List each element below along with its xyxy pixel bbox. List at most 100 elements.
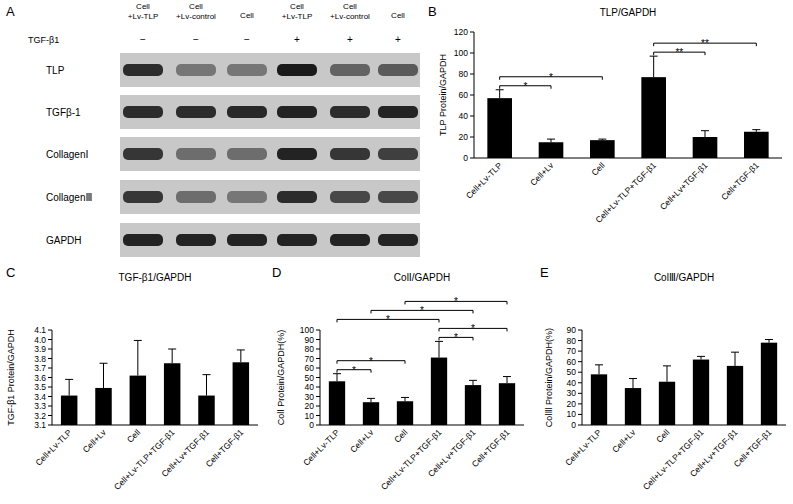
error-stem [599, 365, 600, 375]
bar-chart: BTLP/GAPDHTLP Protein/GAPDH0204060801001… [428, 4, 782, 225]
error-stem [371, 398, 372, 402]
lane-label: Cell [391, 11, 405, 20]
error-stem [240, 350, 241, 362]
y-tick [470, 116, 474, 117]
treatment-value: + [395, 34, 401, 45]
y-tick-label: 3.5 [34, 382, 46, 392]
y-tick [578, 403, 582, 404]
significance-label: * [454, 332, 458, 343]
error-bar [134, 340, 142, 375]
error-bar [765, 340, 773, 343]
band [176, 148, 216, 160]
figure: ACell+Lv-TLPCell+Lv-controlCellCell+Lv-T… [0, 0, 793, 504]
row-label: CollagenⅢ [46, 192, 92, 203]
lane-label: +Lv-TLP [282, 12, 312, 21]
error-stem [633, 379, 634, 389]
y-tick-label: 3.8 [34, 354, 46, 364]
y-tick-label: 70 [305, 354, 315, 364]
y-tick-label: 70 [567, 346, 577, 356]
y-tick [578, 361, 582, 362]
band [277, 191, 317, 203]
blot-strip [120, 53, 420, 87]
marks [329, 341, 515, 425]
error-cap [401, 397, 409, 398]
error-stem [653, 56, 654, 77]
bar [431, 358, 447, 425]
blot-panel: ACell+Lv-TLPCell+Lv-controlCellCell+Lv-T… [6, 2, 420, 257]
error-bar [598, 139, 606, 140]
lane-label: Cell [189, 2, 203, 11]
y-tick-label: 120 [454, 27, 468, 37]
error-stem [206, 375, 207, 396]
error-bar [65, 379, 73, 395]
bar [329, 381, 345, 425]
x-tick-label: Cell+Lv [81, 427, 109, 455]
y-tick [316, 396, 320, 397]
error-bar [496, 90, 504, 98]
panel-letter: E [540, 265, 549, 280]
y-tick-label: 100 [454, 48, 468, 58]
x-tick-label: Cell+Lv-TLP [464, 160, 505, 201]
y-tick [316, 330, 320, 331]
y-tick-label: 30 [567, 388, 577, 398]
error-cap [100, 363, 108, 364]
significance-label: * [454, 296, 458, 307]
significance-label: * [386, 314, 390, 325]
x-tick-label: Cell+Lv-TLP [563, 427, 604, 468]
error-bar [168, 349, 176, 363]
chart-title: TGF-β1/GAPDH [119, 272, 192, 283]
y-tick-label: 20 [305, 401, 315, 411]
x-tick-label: Cell [589, 160, 607, 178]
bar [590, 140, 615, 158]
y-tick [578, 425, 582, 426]
bar [539, 142, 564, 158]
y-axis-label: TLP Protein/GAPDH [438, 54, 448, 136]
error-cap [435, 341, 443, 342]
y-tick [316, 339, 320, 340]
x-axis [52, 425, 258, 426]
error-bar [701, 131, 709, 137]
error-bar [731, 352, 739, 366]
band [330, 106, 370, 118]
y-tick [470, 95, 474, 96]
y-tick [470, 74, 474, 75]
bar [499, 383, 515, 425]
lane-label: +Lv-TLP [128, 12, 158, 21]
row-label: GAPDH [46, 235, 82, 246]
bar [744, 132, 769, 158]
x-axis [582, 425, 786, 426]
error-cap [629, 378, 637, 379]
y-tick [578, 340, 582, 341]
band [330, 234, 370, 246]
y-tick [316, 406, 320, 407]
error-cap [237, 349, 245, 350]
error-bar [401, 397, 409, 401]
error-stem [172, 349, 173, 363]
band [330, 148, 370, 160]
error-cap [701, 130, 709, 131]
y-tick-label: 0 [571, 420, 576, 430]
y-tick-label: 100 [300, 325, 314, 335]
error-stem [735, 352, 736, 366]
y-axis-label: ColⅠ Protein/GAPDH(%) [276, 330, 286, 426]
band [123, 148, 163, 160]
y-tick [470, 137, 474, 138]
band [227, 106, 267, 118]
error-bar [547, 139, 555, 142]
error-stem [473, 380, 474, 385]
bar [95, 388, 111, 425]
significance-label: ** [701, 38, 709, 49]
y-tick [316, 358, 320, 359]
row-label: CollagenⅠ [46, 149, 88, 160]
y-tick [48, 358, 52, 359]
bar [591, 374, 607, 425]
error-stem [103, 363, 104, 388]
band [176, 106, 216, 118]
band [227, 148, 267, 160]
y-tick-label: 40 [567, 378, 577, 388]
y-tick-label: 60 [459, 90, 469, 100]
error-cap [503, 376, 511, 377]
bar-chart: DColⅠ/GAPDHColⅠ Protein/GAPDH(%)01020304… [272, 265, 524, 492]
error-stem [405, 397, 406, 401]
bar [727, 366, 743, 425]
